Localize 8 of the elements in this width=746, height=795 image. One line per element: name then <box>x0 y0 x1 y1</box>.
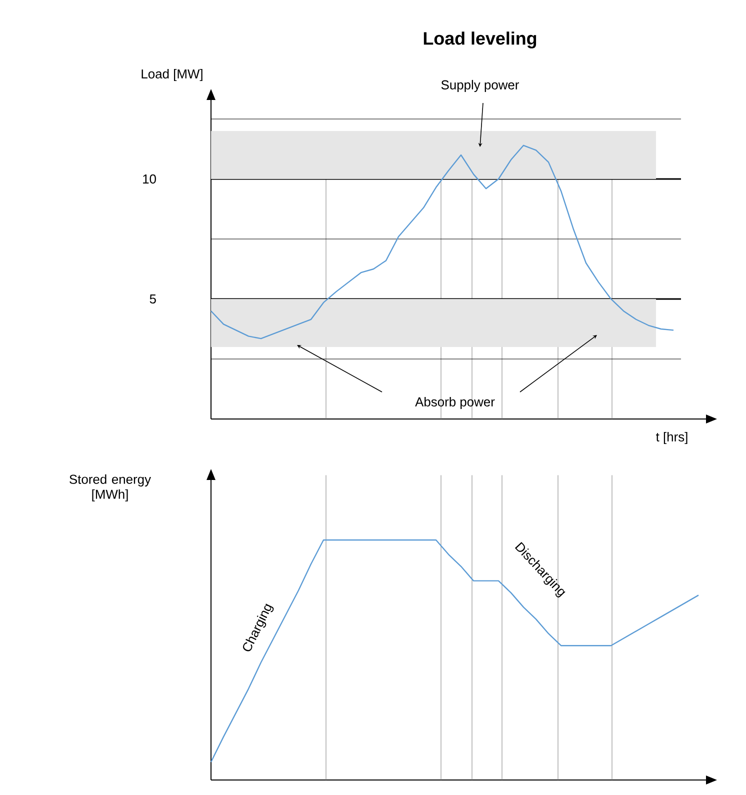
y-axis-title: Load [MW] <box>142 68 202 82</box>
chart-title: Load leveling <box>424 32 536 48</box>
x-axis-title: t [hrs] <box>656 432 688 444</box>
text: Supply power <box>441 80 519 92</box>
y-tick-label: 5 <box>150 294 156 304</box>
y-axis-title: Stored energy [MWh] <box>70 474 151 502</box>
annotation: Absorb power <box>415 396 495 410</box>
y-tick-label: 10 <box>143 174 156 184</box>
